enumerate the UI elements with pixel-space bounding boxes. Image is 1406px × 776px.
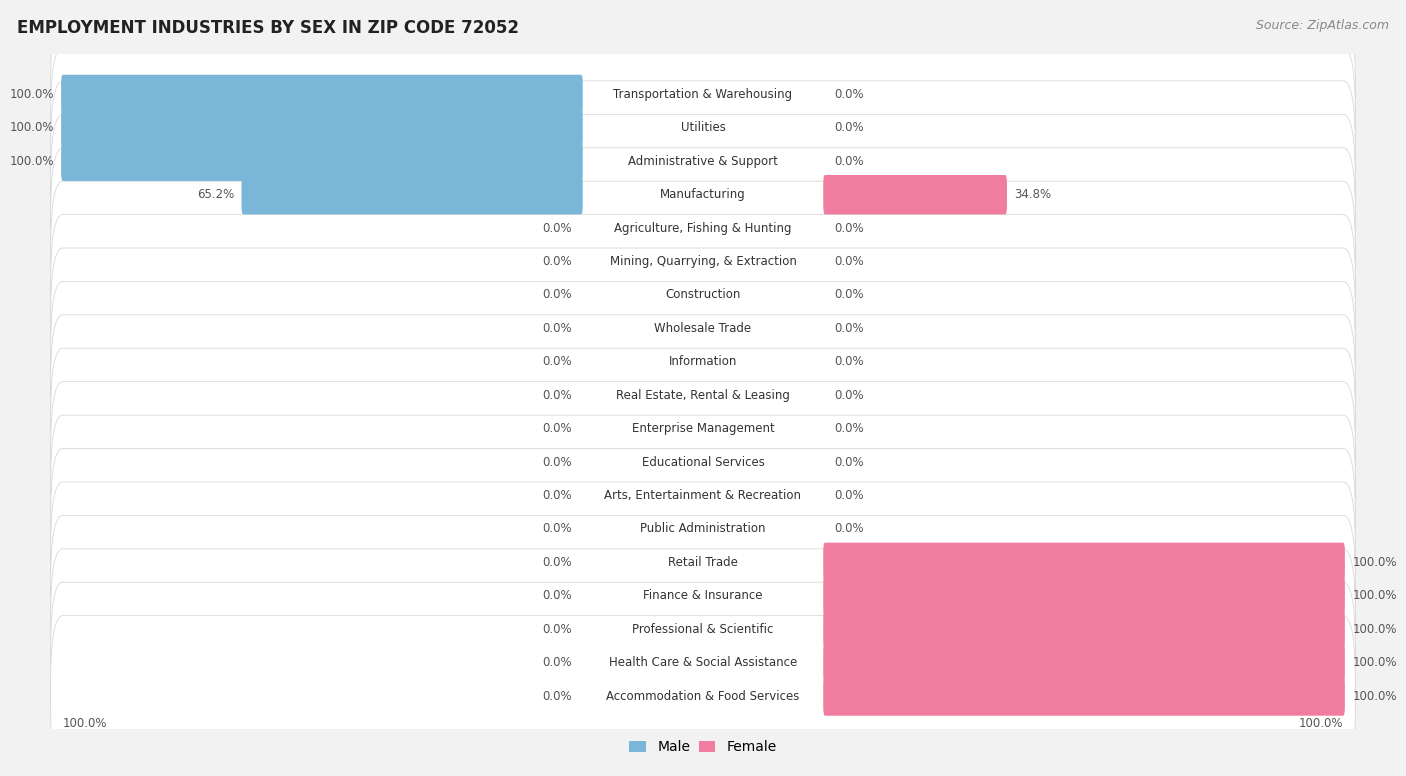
Text: 0.0%: 0.0% <box>543 222 572 234</box>
Text: Accommodation & Food Services: Accommodation & Food Services <box>606 690 800 702</box>
Text: 0.0%: 0.0% <box>543 422 572 435</box>
Text: Transportation & Warehousing: Transportation & Warehousing <box>613 88 793 101</box>
Text: 0.0%: 0.0% <box>834 88 863 101</box>
FancyBboxPatch shape <box>51 348 1355 509</box>
FancyBboxPatch shape <box>824 576 1346 615</box>
FancyBboxPatch shape <box>824 609 1346 649</box>
Legend: Male, Female: Male, Female <box>624 735 782 760</box>
FancyBboxPatch shape <box>51 147 1355 309</box>
Text: 100.0%: 100.0% <box>10 154 53 168</box>
FancyBboxPatch shape <box>51 282 1355 442</box>
FancyBboxPatch shape <box>824 677 1346 715</box>
Text: 0.0%: 0.0% <box>834 522 863 535</box>
Text: Health Care & Social Assistance: Health Care & Social Assistance <box>609 656 797 669</box>
Text: 0.0%: 0.0% <box>834 389 863 402</box>
FancyBboxPatch shape <box>824 542 1346 582</box>
FancyBboxPatch shape <box>51 415 1355 576</box>
Text: 0.0%: 0.0% <box>543 556 572 569</box>
Text: 0.0%: 0.0% <box>834 222 863 234</box>
Text: 0.0%: 0.0% <box>834 456 863 469</box>
FancyBboxPatch shape <box>51 248 1355 409</box>
FancyBboxPatch shape <box>51 114 1355 275</box>
FancyBboxPatch shape <box>51 14 1355 175</box>
FancyBboxPatch shape <box>51 482 1355 643</box>
FancyBboxPatch shape <box>51 81 1355 241</box>
Text: 0.0%: 0.0% <box>543 389 572 402</box>
Text: Public Administration: Public Administration <box>640 522 766 535</box>
Text: 0.0%: 0.0% <box>543 522 572 535</box>
Text: 0.0%: 0.0% <box>543 322 572 335</box>
Text: 0.0%: 0.0% <box>543 289 572 301</box>
Text: Wholesale Trade: Wholesale Trade <box>654 322 752 335</box>
Text: 65.2%: 65.2% <box>197 189 233 201</box>
FancyBboxPatch shape <box>51 47 1355 208</box>
Text: 0.0%: 0.0% <box>543 589 572 602</box>
Text: 0.0%: 0.0% <box>543 456 572 469</box>
Text: 0.0%: 0.0% <box>834 355 863 369</box>
Text: 100.0%: 100.0% <box>1353 656 1396 669</box>
Text: Arts, Entertainment & Recreation: Arts, Entertainment & Recreation <box>605 489 801 502</box>
FancyBboxPatch shape <box>242 175 582 214</box>
Text: Utilities: Utilities <box>681 121 725 134</box>
Text: 0.0%: 0.0% <box>834 489 863 502</box>
Text: Professional & Scientific: Professional & Scientific <box>633 622 773 636</box>
FancyBboxPatch shape <box>51 315 1355 476</box>
Text: Source: ZipAtlas.com: Source: ZipAtlas.com <box>1256 19 1389 33</box>
Text: Finance & Insurance: Finance & Insurance <box>644 589 762 602</box>
FancyBboxPatch shape <box>824 643 1346 682</box>
Text: Agriculture, Fishing & Hunting: Agriculture, Fishing & Hunting <box>614 222 792 234</box>
Text: Enterprise Management: Enterprise Management <box>631 422 775 435</box>
Text: Manufacturing: Manufacturing <box>661 189 745 201</box>
FancyBboxPatch shape <box>60 74 582 114</box>
FancyBboxPatch shape <box>51 549 1355 709</box>
Text: 34.8%: 34.8% <box>1014 189 1052 201</box>
FancyBboxPatch shape <box>51 181 1355 342</box>
FancyBboxPatch shape <box>51 382 1355 542</box>
Text: 0.0%: 0.0% <box>834 255 863 268</box>
Text: Mining, Quarrying, & Extraction: Mining, Quarrying, & Extraction <box>610 255 796 268</box>
Text: Information: Information <box>669 355 737 369</box>
FancyBboxPatch shape <box>51 449 1355 609</box>
Text: Real Estate, Rental & Leasing: Real Estate, Rental & Leasing <box>616 389 790 402</box>
Text: EMPLOYMENT INDUSTRIES BY SEX IN ZIP CODE 72052: EMPLOYMENT INDUSTRIES BY SEX IN ZIP CODE… <box>17 19 519 37</box>
FancyBboxPatch shape <box>824 175 1007 214</box>
Text: Administrative & Support: Administrative & Support <box>628 154 778 168</box>
FancyBboxPatch shape <box>51 615 1355 776</box>
Text: Educational Services: Educational Services <box>641 456 765 469</box>
Text: Retail Trade: Retail Trade <box>668 556 738 569</box>
Text: 100.0%: 100.0% <box>63 717 107 730</box>
FancyBboxPatch shape <box>51 515 1355 676</box>
Text: 0.0%: 0.0% <box>543 690 572 702</box>
Text: 0.0%: 0.0% <box>543 255 572 268</box>
Text: 100.0%: 100.0% <box>1353 556 1396 569</box>
Text: 100.0%: 100.0% <box>1353 589 1396 602</box>
Text: 0.0%: 0.0% <box>543 355 572 369</box>
Text: 0.0%: 0.0% <box>543 656 572 669</box>
FancyBboxPatch shape <box>60 141 582 181</box>
Text: 0.0%: 0.0% <box>834 121 863 134</box>
FancyBboxPatch shape <box>60 108 582 147</box>
Text: 0.0%: 0.0% <box>834 154 863 168</box>
Text: 0.0%: 0.0% <box>543 622 572 636</box>
Text: 100.0%: 100.0% <box>1353 622 1396 636</box>
FancyBboxPatch shape <box>51 215 1355 376</box>
Text: 0.0%: 0.0% <box>834 322 863 335</box>
Text: 100.0%: 100.0% <box>1353 690 1396 702</box>
Text: 100.0%: 100.0% <box>10 121 53 134</box>
Text: 0.0%: 0.0% <box>834 422 863 435</box>
Text: 0.0%: 0.0% <box>834 289 863 301</box>
Text: 100.0%: 100.0% <box>1299 717 1343 730</box>
Text: 100.0%: 100.0% <box>10 88 53 101</box>
FancyBboxPatch shape <box>51 582 1355 743</box>
Text: Construction: Construction <box>665 289 741 301</box>
Text: 0.0%: 0.0% <box>543 489 572 502</box>
